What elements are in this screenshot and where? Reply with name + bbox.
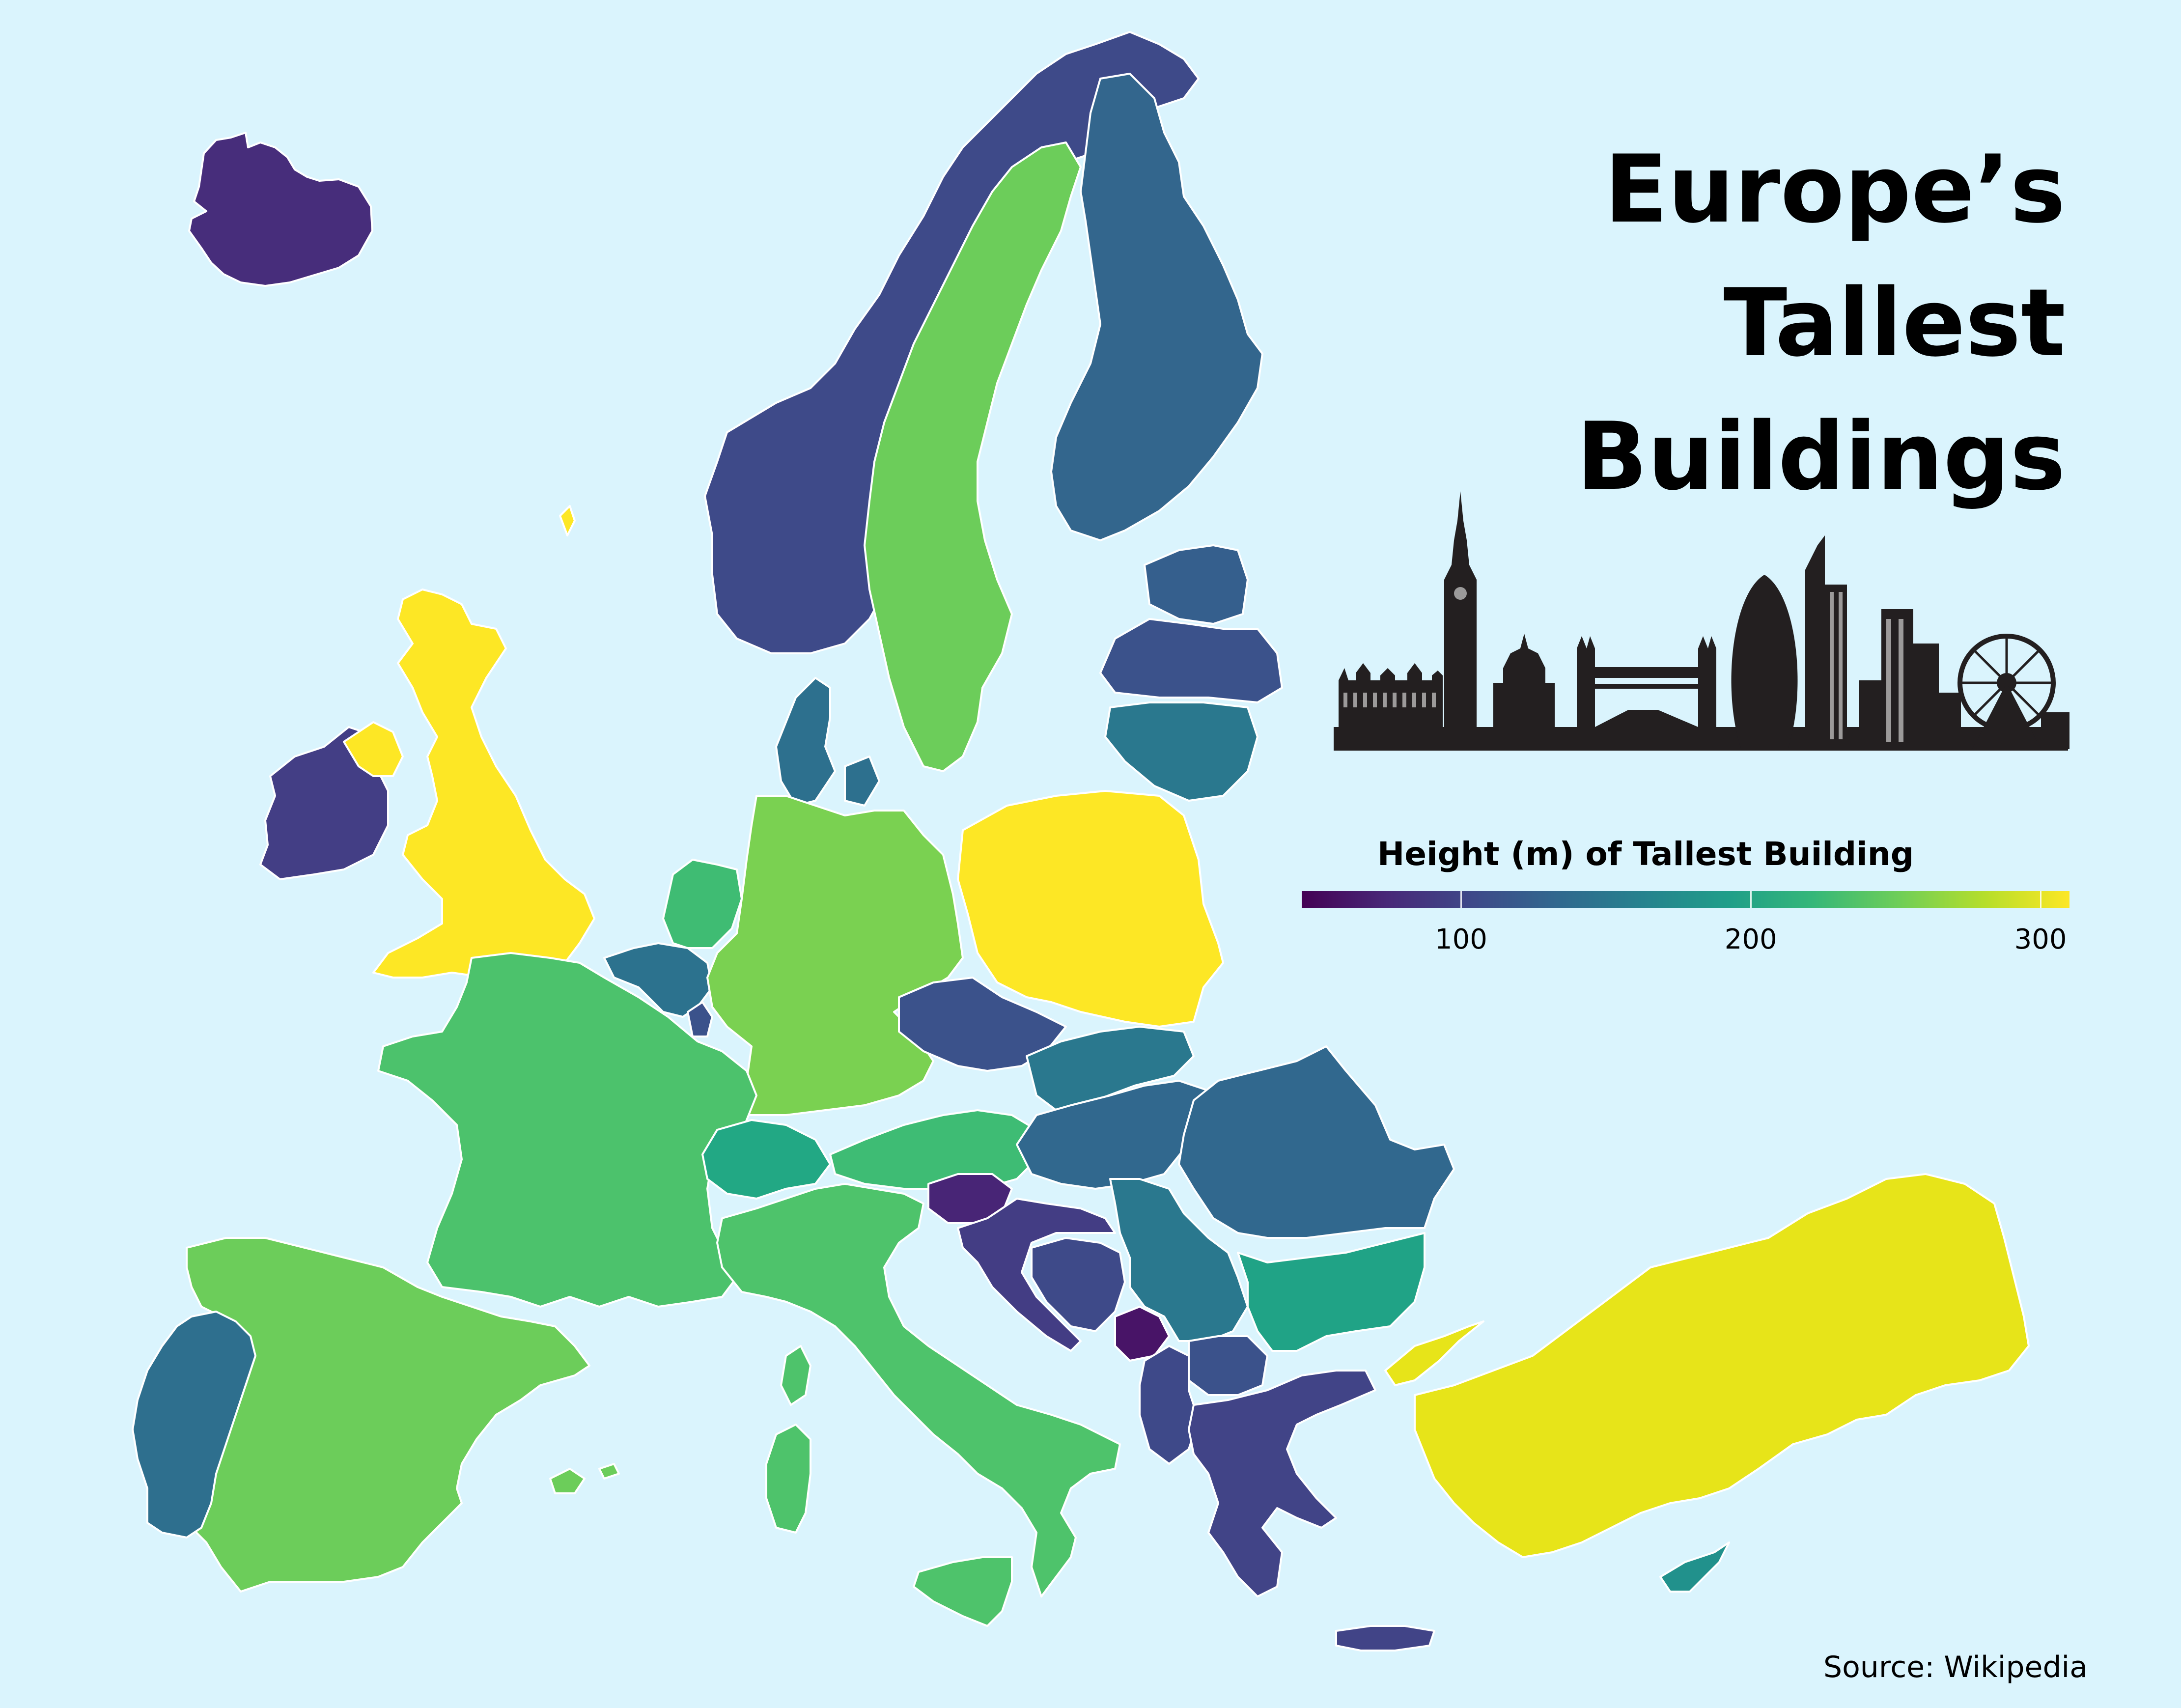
country-portugal: Portugal [132, 1311, 256, 1539]
country-poland: Poland [957, 790, 1224, 1028]
country-austria: Austria [829, 1109, 1037, 1190]
country-france: France [377, 952, 757, 1308]
title-line-2: Tallest [1723, 269, 2066, 377]
london-skyline-illustration [1334, 491, 2069, 751]
legend-tick-label: 300 [2014, 924, 2067, 955]
country-united-kingdom: United Kingdom [372, 588, 595, 979]
country-albania: Albania [1139, 1345, 1200, 1465]
country-belgium: Belgium [603, 942, 713, 1018]
country-bosnia-and-herzegovina: Bosnia and Herzegovina [1031, 1237, 1126, 1332]
country-switzerland: Switzerland [701, 1119, 831, 1200]
country-crete: Crete [1335, 1625, 1435, 1652]
country-ireland: Ireland [259, 726, 389, 880]
legend-tick-mark [1460, 891, 1462, 908]
country-netherlands: Netherlands [662, 859, 743, 949]
source-note: Source: Wikipedia [1823, 1650, 2088, 1684]
country-sardinia: Sardinia [765, 1424, 811, 1534]
legend-gradient-fill [1302, 891, 2069, 908]
title-line-3: Buildings [1576, 402, 2066, 511]
country-sweden: Sweden [864, 141, 1082, 772]
country-finland: Finland [1050, 73, 1263, 541]
country-greece: Greece [1188, 1370, 1376, 1597]
country-bulgaria: Bulgaria [1237, 1232, 1426, 1352]
legend-tick-label: 200 [1724, 924, 1777, 955]
country-latvia: Latvia [1099, 618, 1283, 703]
country-romania: Romania [1178, 1045, 1455, 1239]
london-eye-spokes [1960, 636, 2053, 729]
country-italy: Italy [716, 1183, 1121, 1597]
skyline-silhouette [1334, 491, 2069, 751]
country-north-macedonia: North Macedonia [1188, 1335, 1268, 1396]
country-germany: Germany [706, 795, 964, 1116]
country-denmark: Denmark [775, 677, 880, 807]
country-croatia: Croatia [957, 1198, 1116, 1352]
country-northern-ireland: Northern Ireland [343, 721, 404, 777]
country-lithuania: Lithuania [1104, 701, 1258, 802]
legend-color-bar [1302, 891, 2069, 908]
legend-tick-label: 100 [1434, 924, 1487, 955]
country-turkey: Turkey [1384, 1173, 2030, 1558]
title-line-1: Europe’s [1604, 135, 2066, 244]
skyline-windows [1343, 587, 1903, 742]
country-corsica: Corsica [780, 1345, 811, 1406]
country-shetland: Shetland [559, 505, 576, 536]
country-estonia: Estonia [1144, 544, 1249, 625]
map-title: Europe’s Tallest Buildings [1576, 123, 2066, 524]
countries-layer: IcelandNorwaySwedenFinlandEstoniaLatviaL… [132, 31, 2030, 1652]
legend-tick-mark [1750, 891, 1752, 908]
country-sicily: Sicily [913, 1556, 1013, 1627]
country-iceland: Iceland [188, 132, 373, 287]
country-luxembourg: Luxembourg [687, 1001, 713, 1037]
legend-title: Height (m) of Tallest Building [1377, 835, 1914, 873]
country-balearic-islands: Balearic Islands [549, 1463, 620, 1494]
country-slovakia: Slovakia [1026, 1026, 1195, 1111]
big-ben-clock-face [1454, 587, 1467, 600]
legend-tick-mark [2040, 891, 2042, 908]
country-montenegro: Montenegro [1114, 1306, 1170, 1362]
country-cyprus: Cyprus [1659, 1541, 1730, 1593]
